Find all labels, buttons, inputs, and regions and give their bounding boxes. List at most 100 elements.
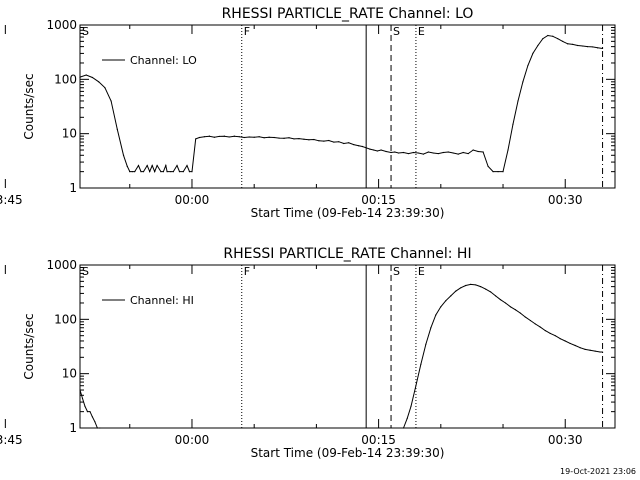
data-point [577, 44, 579, 47]
data-point [544, 330, 546, 332]
data-point [394, 151, 396, 153]
data-point [455, 290, 457, 292]
data-point [149, 171, 151, 173]
data-point [442, 151, 444, 154]
data-point [589, 349, 591, 351]
data-point [450, 295, 452, 297]
y-tick-label: 1000 [46, 18, 77, 32]
y-tick-label: 100 [54, 312, 77, 326]
data-point [323, 140, 325, 142]
y-tick-label: 1 [69, 181, 77, 195]
y-axis-label: Counts/sec [22, 73, 36, 139]
data-point [79, 76, 81, 78]
x-tick-label: 00:30 [548, 433, 583, 447]
data-point [415, 385, 417, 387]
data-point [582, 45, 584, 47]
y-axis-label: Counts/sec [22, 313, 36, 379]
data-point [81, 397, 84, 400]
data-point [278, 137, 280, 139]
event-marker-label: F [244, 265, 250, 278]
data-point [569, 342, 571, 345]
data-point [91, 76, 94, 79]
x-tick-label: 00:00 [175, 433, 210, 447]
data-point [380, 149, 382, 151]
data-point [373, 149, 375, 151]
data-point [601, 351, 604, 353]
data-point [288, 137, 290, 139]
data-point [353, 143, 355, 146]
data-point [592, 46, 594, 48]
data-point [537, 44, 539, 47]
data-point [338, 141, 340, 143]
data-point [308, 139, 310, 141]
event-marker-label: E [418, 25, 425, 38]
data-point [84, 405, 86, 407]
data-point [228, 136, 230, 138]
x-tick-label: 23:45 [0, 193, 23, 207]
data-point [358, 145, 360, 147]
data-point [89, 411, 91, 413]
data-point [475, 284, 477, 286]
data-point [480, 286, 482, 288]
data-point [420, 363, 422, 365]
data-point [514, 309, 517, 311]
x-tick-label: 23:45 [0, 433, 23, 447]
data-point [94, 421, 96, 423]
event-marker-label: F [244, 25, 250, 38]
data-point [492, 171, 494, 173]
data-point [596, 47, 599, 49]
data-point [447, 151, 449, 153]
data-point [137, 164, 140, 167]
data-point [142, 171, 145, 173]
data-point [176, 164, 178, 167]
legend-label: Channel: HI [130, 294, 194, 307]
data-point [452, 152, 454, 154]
data-point [248, 136, 250, 138]
data-point [110, 100, 112, 102]
data-point [457, 153, 459, 155]
event-marker-label: S [82, 25, 89, 38]
data-point [166, 171, 168, 173]
event-marker-label: S [393, 25, 400, 38]
data-point [126, 165, 128, 167]
data-point [160, 171, 162, 173]
data-point [524, 316, 527, 318]
data-point [529, 319, 531, 322]
x-axis-label: Start Time (09-Feb-14 23:39:30) [251, 446, 445, 460]
event-marker-label: E [418, 265, 425, 278]
plot-frame [79, 24, 616, 189]
data-point [208, 135, 210, 137]
data-point [86, 411, 89, 413]
data-point [186, 164, 188, 167]
data-point [564, 340, 566, 342]
data-point [333, 141, 335, 143]
data-point [467, 152, 469, 155]
data-point [122, 154, 125, 156]
data-point [243, 136, 245, 139]
x-tick-label: 00:15 [361, 433, 396, 447]
chart-title: RHESSI PARTICLE_RATE Channel: HI [223, 246, 471, 262]
data-point [263, 137, 265, 139]
x-axis-label: Start Time (09-Feb-14 23:39:30) [251, 206, 445, 220]
data-point [198, 136, 201, 139]
data-point [365, 147, 367, 149]
data-point [328, 139, 330, 142]
event-marker-label: S [82, 265, 89, 278]
data-point [213, 136, 215, 138]
data-point [131, 171, 133, 173]
data-point [522, 81, 524, 83]
y-tick-label: 1000 [46, 258, 77, 272]
data-point [432, 152, 434, 154]
data-point [116, 128, 118, 130]
data-point [554, 335, 556, 337]
data-point [417, 152, 420, 154]
data-point [567, 43, 569, 45]
data-point [406, 417, 408, 420]
data-point [427, 151, 429, 153]
y-tick-label: 100 [54, 72, 77, 86]
data-point [361, 145, 364, 148]
data-point [390, 151, 392, 154]
data-point [104, 87, 106, 89]
data-point [140, 171, 142, 173]
